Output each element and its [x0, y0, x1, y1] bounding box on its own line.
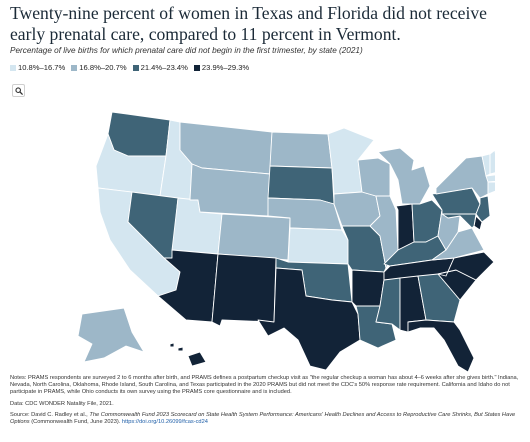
source-link[interactable]: https://doi.org/10.26099/fcas-cd24 [121, 419, 208, 426]
state-tx[interactable] [257, 267, 361, 371]
legend-swatch [193, 64, 200, 71]
state-il[interactable] [369, 195, 399, 269]
map-subtitle: Percentage of live births for which pren… [10, 46, 363, 55]
legend-label: 23.9%–29.3% [201, 63, 250, 72]
legend-label: 21.4%–23.4% [140, 63, 188, 72]
state-hi[interactable] [169, 342, 207, 367]
source-title: The Commonwealth Fund 2023 Scorecard on … [10, 411, 516, 426]
legend-swatch [71, 64, 78, 71]
state-mi[interactable] [377, 147, 431, 205]
source-prefix: Source: David C. Radley et al., [10, 411, 90, 418]
state-wa[interactable] [107, 111, 171, 157]
state-nh[interactable] [489, 149, 495, 175]
notes-data: Data: CDC WONDER Natality File, 2021. [10, 400, 114, 407]
source-suffix: (Commonwealth Fund, June 2023). [29, 419, 122, 426]
state-ga[interactable] [417, 273, 461, 323]
legend-swatch [10, 64, 16, 71]
state-ct[interactable] [487, 181, 495, 195]
legend-swatch [132, 64, 139, 71]
state-nm[interactable] [211, 253, 277, 327]
state-ks[interactable] [287, 227, 349, 265]
legend-label: 10.8%–16.7% [18, 63, 66, 72]
zoom-button[interactable] [12, 84, 25, 97]
state-oh[interactable] [411, 199, 443, 243]
state-ak[interactable] [77, 307, 145, 363]
legend-item-tier-3[interactable]: 23.9%–29.3% [193, 63, 250, 72]
map-legend: 10.8%–16.7% 16.8%–20.7% 21.4%–23.4% 23.9… [10, 63, 255, 72]
state-fl[interactable] [407, 319, 475, 372]
legend-item-tier-0[interactable]: 10.8%–16.7% [10, 63, 65, 72]
legend-label: 16.8%–20.7% [79, 63, 127, 72]
notes-section: Notes: PRAMS respondents are surveyed 2 … [10, 375, 524, 430]
state-wi[interactable] [357, 157, 391, 197]
state-md[interactable] [441, 213, 477, 229]
legend-item-tier-1[interactable]: 16.8%–20.7% [71, 63, 127, 72]
us-state-map [77, 111, 495, 372]
state-ma[interactable] [485, 174, 495, 183]
search-icon [14, 86, 23, 95]
state-co[interactable] [217, 213, 291, 261]
state-nd[interactable] [269, 131, 333, 169]
page-title: Twenty-nine percent of women in Texas an… [10, 3, 487, 44]
notes-source: Source: David C. Radley et al., The Comm… [10, 412, 524, 426]
notes-prams: Notes: PRAMS respondents are surveyed 2 … [10, 375, 519, 396]
legend-item-tier-2[interactable]: 21.4%–23.4% [132, 63, 188, 72]
state-ar[interactable] [351, 269, 385, 307]
state-ia[interactable] [333, 191, 381, 227]
